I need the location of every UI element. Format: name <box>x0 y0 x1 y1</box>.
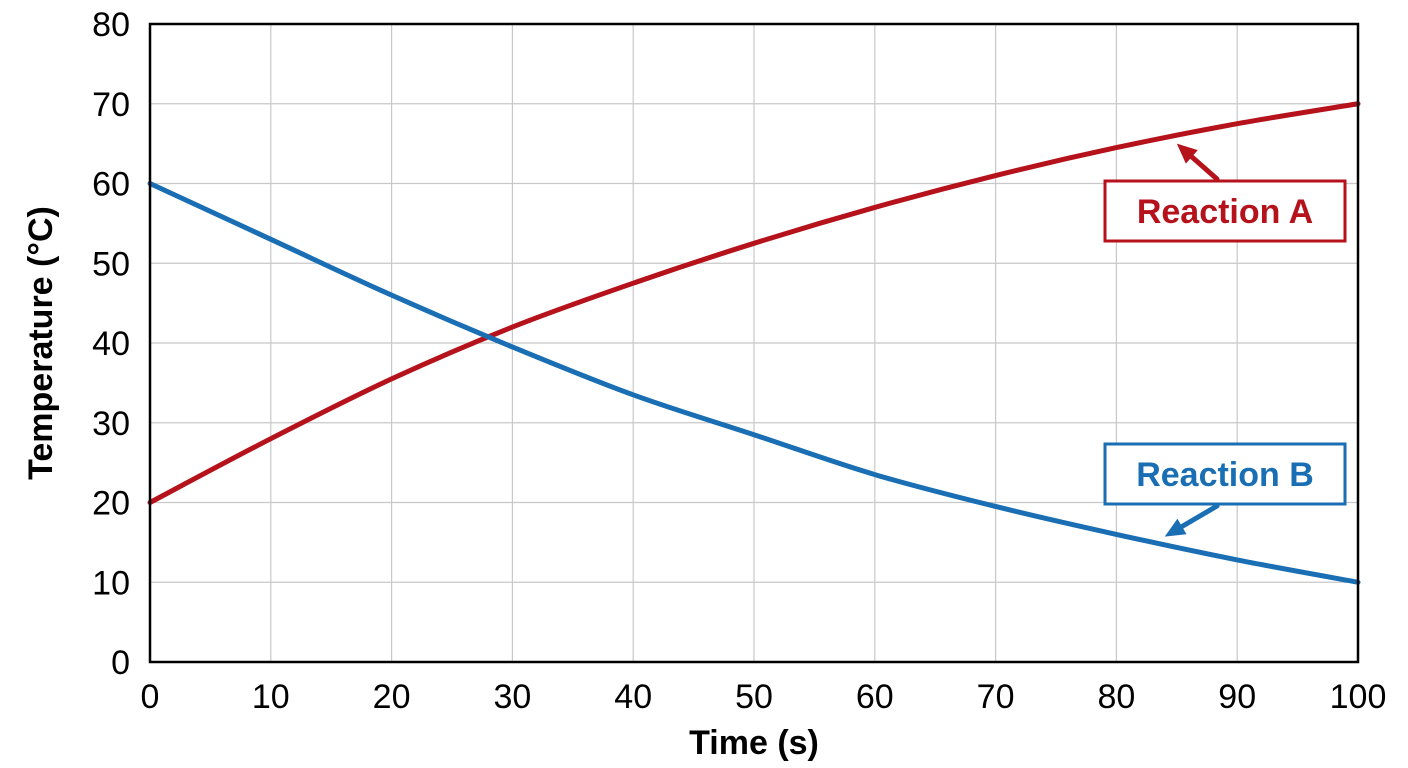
y-tick-label: 80 <box>92 6 130 44</box>
y-axis-title: Temperature (°C) <box>22 206 60 480</box>
y-tick-label: 50 <box>92 245 130 283</box>
annotation-1: Reaction B <box>1103 442 1347 537</box>
x-tick-label: 30 <box>493 678 531 716</box>
y-tick-label: 40 <box>92 325 130 363</box>
y-tick-label: 60 <box>92 166 130 204</box>
x-tick-label: 50 <box>735 678 773 716</box>
annotation-0: Reaction A <box>1103 143 1347 243</box>
y-tick-label: 20 <box>92 485 130 523</box>
annotation-box <box>1103 179 1347 243</box>
x-axis-title: Time (s) <box>689 724 819 762</box>
annotation-label: Reaction B <box>1136 456 1314 494</box>
x-tick-label: 100 <box>1330 678 1387 716</box>
x-tick-label: 40 <box>614 678 652 716</box>
y-tick-label: 30 <box>92 405 130 443</box>
x-tick-label: 80 <box>1097 678 1135 716</box>
x-tick-label: 10 <box>252 678 290 716</box>
plot-frame <box>148 22 1360 664</box>
annotation-arrow-head <box>1164 518 1187 537</box>
annotation-box <box>1103 442 1347 506</box>
annotation-arrow-shaft <box>1179 503 1220 530</box>
annotation-arrow-head <box>1176 143 1198 164</box>
y-tick-labels: 0 10 20 30 40 50 60 70 80 <box>92 6 130 682</box>
annotation-arrow-shaft <box>1189 154 1220 182</box>
y-tick-label: 0 <box>111 644 130 682</box>
annotation-label: Reaction A <box>1137 193 1313 231</box>
x-tick-label: 70 <box>977 678 1015 716</box>
annotations: Reaction A Reaction B <box>1103 143 1347 537</box>
x-tick-label: 90 <box>1218 678 1256 716</box>
grid-lines <box>149 23 1359 663</box>
y-tick-label: 70 <box>92 86 130 124</box>
x-tick-labels: 0 10 20 30 40 50 60 70 80 90 100 <box>141 678 1387 716</box>
x-tick-label: 20 <box>373 678 411 716</box>
y-tick-label: 10 <box>92 564 130 602</box>
x-tick-label: 0 <box>141 678 160 716</box>
x-tick-label: 60 <box>856 678 894 716</box>
